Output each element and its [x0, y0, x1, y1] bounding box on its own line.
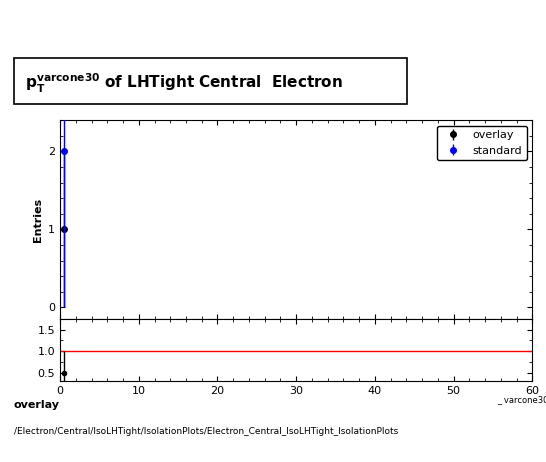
Text: $\mathbf{p_T^{varcone30}}$$\mathbf{\ of\ LHTight\ Central\ \ Electron}$: $\mathbf{p_T^{varcone30}}$$\mathbf{\ of\… [26, 72, 343, 95]
Text: /Electron/Central/IsoLHTight/IsolationPlots/Electron_Central_IsoLHTight_Isolatio: /Electron/Central/IsoLHTight/IsolationPl… [14, 427, 398, 436]
Text: overlay: overlay [14, 400, 60, 410]
Y-axis label: Entries: Entries [33, 197, 43, 242]
Legend: overlay, standard: overlay, standard [437, 126, 527, 160]
X-axis label: _ varcone30: _ varcone30 [497, 395, 546, 404]
FancyBboxPatch shape [14, 58, 407, 104]
